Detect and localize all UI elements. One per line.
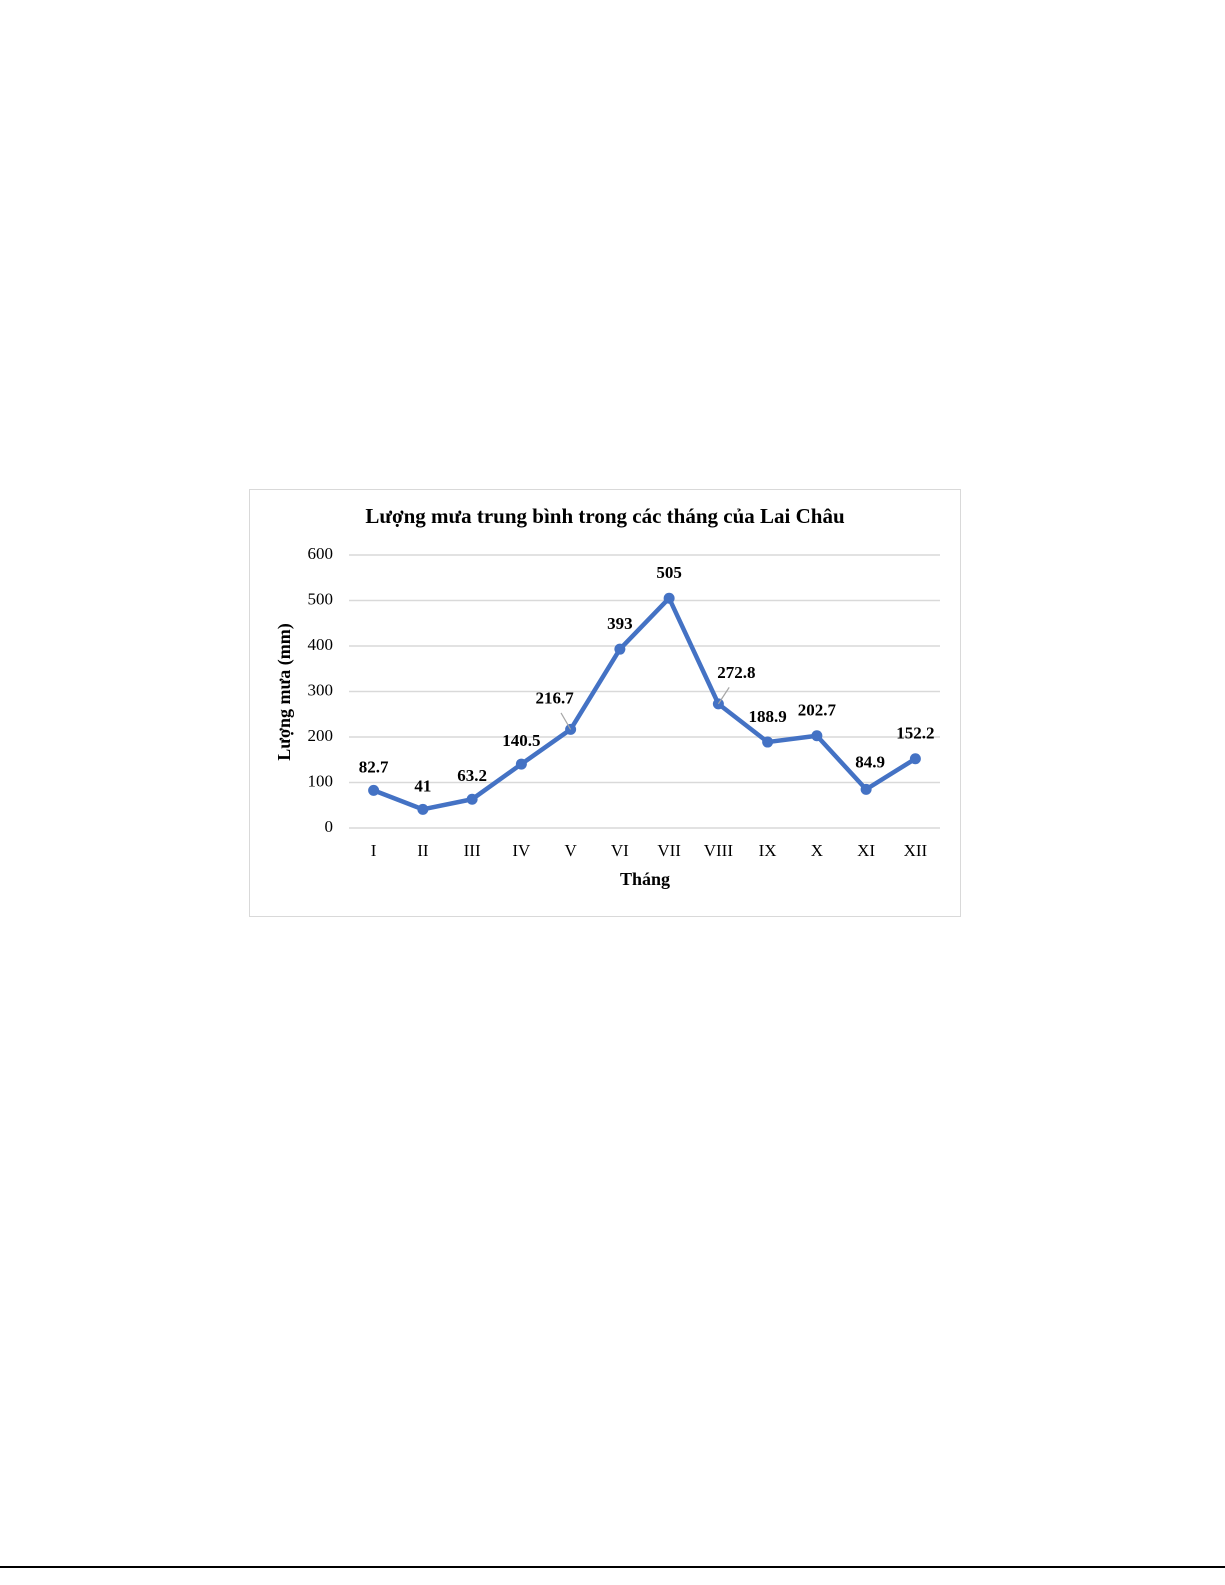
x-tick-label: VII [657,841,681,860]
data-point [417,803,429,815]
data-label: 393 [607,614,633,633]
leader-line [717,687,730,705]
data-label: 505 [656,563,682,582]
x-tick-label: I [371,841,377,860]
x-tick-label: VI [611,841,629,860]
x-tick-label: IV [512,841,531,860]
data-line [372,595,917,812]
data-label: 152.2 [896,724,934,743]
x-tick-label: III [464,841,481,860]
x-tick-label: XII [904,841,928,860]
data-label: 41 [414,776,431,795]
data-point [663,592,675,604]
x-tick-label: VIII [704,841,734,860]
leader-line [560,712,572,730]
y-axis-title: Lượng mưa (mm) [274,623,295,761]
data-label: 82.7 [359,757,389,776]
data-label: 188.9 [749,707,787,726]
y-tick-label: 400 [308,635,334,654]
data-point [860,783,872,795]
y-tick-label: 100 [308,771,334,790]
data-point [466,793,478,805]
y-tick-label: 0 [325,817,334,836]
data-point [811,730,823,742]
data-label: 272.8 [717,663,755,682]
data-label: 63.2 [457,766,487,785]
x-tick-label: XI [857,841,875,860]
x-tick-label: II [417,841,429,860]
chart-frame [249,489,961,917]
data-point [762,736,774,748]
y-tick-label: 600 [308,544,334,563]
x-tick-label: X [811,841,823,860]
x-tick-label: V [564,841,577,860]
x-tick-label: IX [759,841,777,860]
data-label: 140.5 [502,731,540,750]
data-label: 84.9 [855,752,885,771]
data-label: 216.7 [536,688,575,707]
x-axis-title: Tháng [620,869,670,889]
chart-title: Lượng mưa trung bình trong các tháng của… [365,504,845,528]
y-tick-label: 200 [308,726,334,745]
data-point [515,758,527,770]
data-label: 202.7 [798,701,837,720]
data-point [368,784,380,796]
y-tick-label: 500 [308,589,334,608]
data-point [909,753,921,765]
y-tick-label: 300 [308,680,334,699]
data-point [614,643,626,655]
